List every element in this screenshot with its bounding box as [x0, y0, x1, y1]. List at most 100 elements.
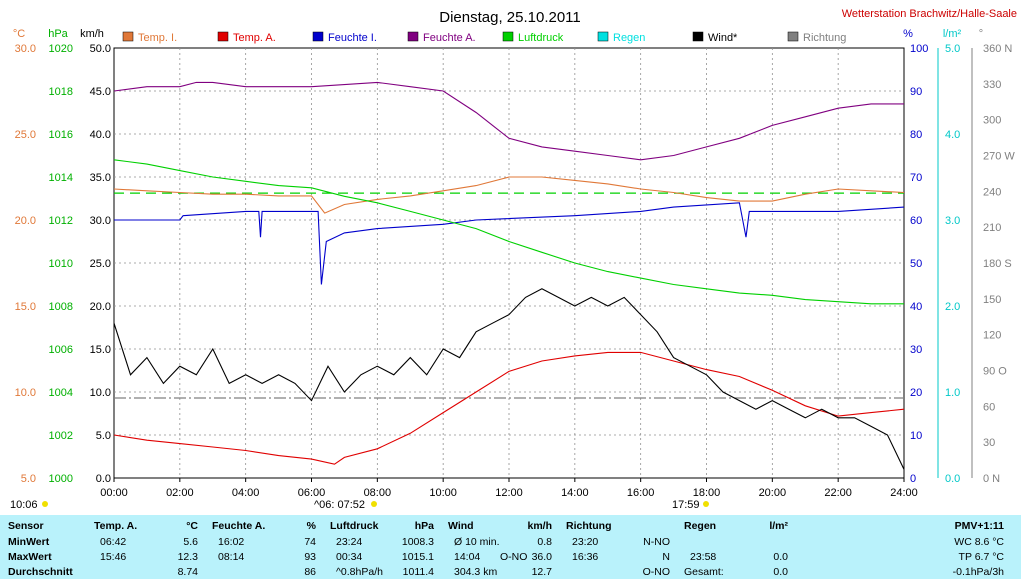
weather-chart: Dienstag, 25.10.2011 Wetterstation Brach…	[10, 8, 1017, 511]
x-tick-label: 08:00	[364, 487, 392, 499]
legend-swatch	[597, 31, 609, 42]
dir-tick-label: 60	[983, 401, 995, 413]
windchill-value: WC 8.6 °C	[954, 536, 1004, 548]
x-tick-label: 14:00	[561, 487, 589, 499]
pct-tick-label: 60	[910, 215, 922, 227]
rain-tick-label: 3.0	[945, 215, 960, 227]
temp-tick-label: 30.0	[15, 43, 36, 55]
pct-tick-label: 90	[910, 86, 922, 98]
pct-tick-label: 70	[910, 172, 922, 184]
kmh-tick-label: 5.0	[96, 430, 111, 442]
hpa-tick-label: 1008	[49, 301, 73, 313]
summary-header-sensor: Sensor	[8, 520, 44, 532]
pct-tick-label: 0	[910, 473, 916, 485]
x-tick-label: 02:00	[166, 487, 194, 499]
legend-label: Wind*	[708, 32, 738, 44]
hpa-tick-label: 1020	[49, 43, 73, 55]
kmh-tick-label: 50.0	[90, 43, 111, 55]
summary-col-feuchte: Feuchte A. % 16:02 74 08:14 93 86	[212, 515, 320, 579]
x-tick-label: 24:00	[890, 487, 918, 499]
druck-max-time: 00:34	[336, 551, 363, 563]
header-wind: Wind	[448, 520, 474, 532]
feuchte-avg-value: 86	[304, 566, 316, 578]
legend-label: Feuchte I.	[328, 32, 377, 44]
dir-tick-label: 0 N	[983, 473, 1000, 485]
series-feuchte-a	[113, 81, 904, 161]
temp-min-time: 06:42	[100, 536, 127, 548]
regen-total-label: Gesamt:	[684, 566, 724, 578]
summary-col-sensor: Sensor MinWert MaxWert Durchschnitt	[8, 515, 88, 579]
rain-tick-label: 2.0	[945, 301, 960, 313]
richtung-max-time: 16:36	[572, 551, 599, 563]
hpa-tick-label: 1016	[49, 129, 73, 141]
x-tick-label: 06:00	[298, 487, 326, 499]
wind-max-time: 14:04	[454, 551, 481, 563]
x-tick-label: 00:00	[100, 487, 128, 499]
grid	[113, 47, 905, 479]
temp-tick-label: 20.0	[15, 215, 36, 227]
regen-max-value: 0.0	[773, 551, 788, 563]
regen-max-time: 23:58	[690, 551, 717, 563]
pressure-trend-3h: -0.1hPa/3h	[952, 566, 1004, 578]
dir-tick-label: 300	[983, 115, 1001, 127]
unit-temp: °C	[13, 28, 25, 40]
druck-min-value: 1008.3	[401, 536, 434, 548]
summary-col-regen: Regen l/m² 23:58 0.0 Gesamt: 0.0	[684, 515, 792, 579]
wind-avg10-label: Ø 10 min.	[454, 536, 500, 548]
summary-col-wind: Wind km/h Ø 10 min. 0.8 14:04 O-NO 36.0 304…	[448, 515, 556, 579]
kmh-tick-label: 25.0	[90, 258, 111, 270]
dir-tick-label: 120	[983, 330, 1001, 342]
rain-tick-label: 4.0	[945, 129, 960, 141]
pct-tick-label: 10	[910, 430, 922, 442]
hpa-tick-label: 1014	[49, 172, 73, 184]
summary-panel: Sensor MinWert MaxWert Durchschnitt Temp…	[0, 515, 1021, 579]
hpa-tick-label: 1000	[49, 473, 73, 485]
series-feuchte-i	[114, 202, 905, 285]
x-tick-label: 18:00	[693, 487, 721, 499]
rain-tick-label: 1.0	[945, 387, 960, 399]
dir-tick-label: 210	[983, 222, 1001, 234]
sun-left-dot	[42, 501, 48, 507]
header-wind-unit: km/h	[527, 520, 552, 532]
sunset-time: 17:59	[672, 499, 700, 511]
feuchte-max-value: 93	[304, 551, 316, 563]
row-label-avg: Durchschnitt	[8, 566, 73, 578]
legend-swatch	[407, 31, 419, 42]
legend-label: Temp. I.	[138, 32, 177, 44]
legend-label: Feuchte A.	[423, 32, 476, 44]
wind-max-direction: O-NO	[500, 551, 528, 563]
summary-col-luftdruck: Luftdruck hPa 23:24 1008.3 00:34 1015.1 ^0…	[330, 515, 438, 579]
temp-avg-value: 8.74	[177, 566, 198, 578]
richtung-max-value: N	[662, 551, 670, 563]
legend-label: Richtung	[803, 32, 846, 44]
row-label-max: MaxWert	[8, 551, 52, 563]
dir-tick-label: 150	[983, 294, 1001, 306]
series-temp-i	[113, 176, 905, 214]
kmh-tick-label: 15.0	[90, 344, 111, 356]
dir-tick-label: 360 N	[983, 43, 1012, 55]
station-name: Wetterstation Brachwitz/Halle-Saale	[842, 8, 1017, 20]
wind-distance: 304.3 km	[454, 566, 498, 578]
rain-tick-label: 0.0	[945, 473, 960, 485]
x-tick-label: 12:00	[495, 487, 523, 499]
header-luftdruck-unit: hPa	[414, 520, 434, 532]
legend-swatch	[217, 31, 229, 42]
richtung-avg-value: O-NO	[642, 566, 670, 578]
x-tick-label: 22:00	[824, 487, 852, 499]
druck-avg-value: 1011.4	[402, 566, 434, 578]
legend-label: Temp. A.	[233, 32, 276, 44]
kmh-tick-label: 20.0	[90, 301, 111, 313]
legend-swatch	[692, 31, 704, 42]
kmh-tick-label: 10.0	[90, 387, 111, 399]
series-temp-a	[113, 351, 905, 465]
richtung-min-value: N-NO	[643, 536, 670, 548]
legend-label: Regen	[613, 32, 645, 44]
header-regen: Regen	[684, 520, 717, 532]
series-lines	[113, 81, 905, 470]
header-feuchte-a: Feuchte A.	[212, 520, 266, 532]
dir-tick-label: 330	[983, 79, 1001, 91]
header-regen-unit: l/m²	[769, 520, 788, 532]
temp-max-time: 15:46	[100, 551, 127, 563]
hpa-tick-label: 1002	[49, 430, 73, 442]
wind-min-value: 0.8	[537, 536, 552, 548]
